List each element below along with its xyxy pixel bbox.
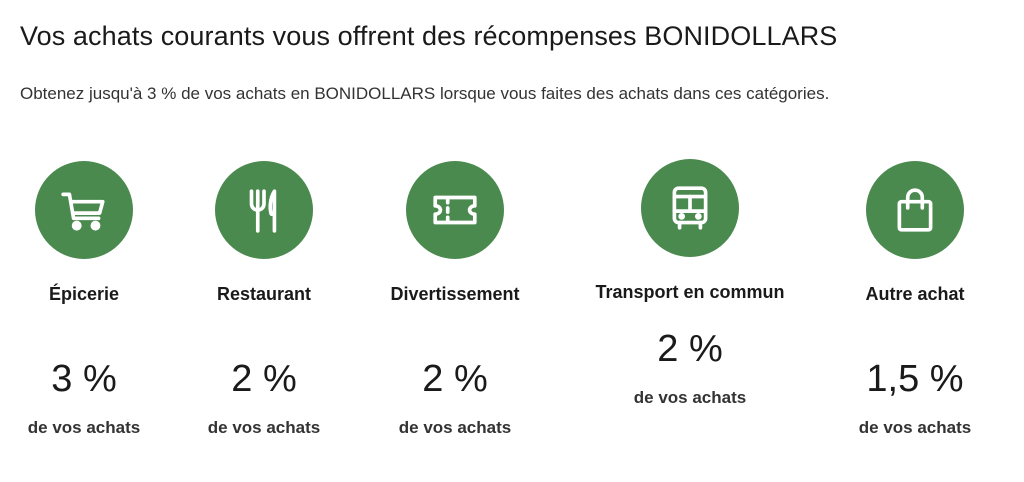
category-note: de vos achats [633, 388, 747, 407]
category-note: de vos achats [858, 418, 972, 437]
grocery-circle [35, 161, 133, 259]
category-note: de vos achats [207, 418, 321, 437]
category-name: Autre achat [865, 284, 965, 304]
category-percent: 1,5 % [866, 358, 964, 400]
category-name: Épicerie [48, 284, 120, 304]
category-note: de vos achats [27, 418, 141, 437]
page-title: Vos achats courants vous offrent des réc… [20, 21, 838, 51]
category-percent: 2 % [231, 358, 297, 400]
category-name: Restaurant [216, 284, 312, 304]
category-percent: 3 % [51, 358, 117, 400]
fork-knife-icon [249, 189, 277, 233]
page-subtitle: Obtenez jusqu'à 3 % de vos achats en BON… [20, 84, 830, 103]
category-percent: 2 % [422, 358, 488, 400]
shopping-cart-icon [61, 192, 105, 231]
entertainment-circle [406, 161, 504, 259]
restaurant-circle [215, 161, 313, 259]
transit-circle [641, 159, 739, 257]
category-percent: 2 % [657, 328, 723, 370]
other-circle [866, 161, 964, 259]
ticket-icon [433, 195, 477, 225]
bus-icon [672, 186, 708, 230]
shopping-bag-icon [897, 188, 933, 232]
category-note: de vos achats [398, 418, 512, 437]
category-name: Transport en commun [595, 282, 785, 302]
category-name: Divertissement [390, 284, 520, 304]
